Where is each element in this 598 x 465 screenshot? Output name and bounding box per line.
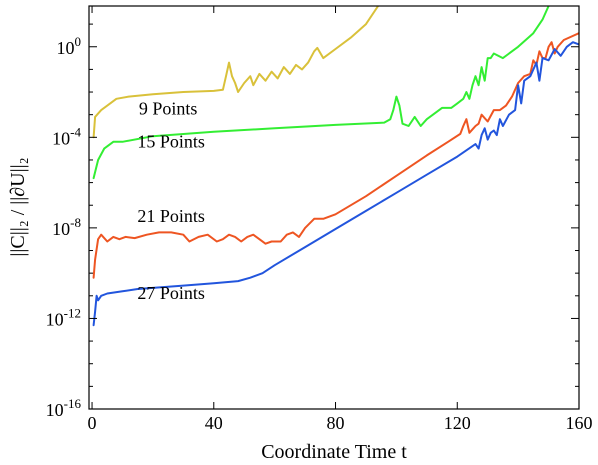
series-line-4 xyxy=(92,41,579,327)
y-tick-label: 100 xyxy=(57,34,82,58)
series-line-1 xyxy=(92,6,380,139)
y-axis-title: ||C||₂ / ||∂U||₂ xyxy=(7,157,29,256)
series-label: 21 Points xyxy=(137,206,205,226)
x-tick-label: 120 xyxy=(444,413,471,433)
x-tick-label: 80 xyxy=(327,413,345,433)
series-line-2 xyxy=(92,6,550,180)
x-axis-title: Coordinate Time t xyxy=(261,441,407,463)
y-tick-label: 10-8 xyxy=(52,215,81,239)
x-tick-label: 0 xyxy=(88,413,97,433)
y-tick-label: 10-12 xyxy=(46,305,81,329)
x-axis: 0 40 80 120 160 xyxy=(88,6,593,433)
series-label: 27 Points xyxy=(137,283,205,303)
plot-frame xyxy=(88,5,580,410)
y-axis: 10-16 10-12 10-8 10-4 100 xyxy=(46,23,579,420)
x-tick-label: 160 xyxy=(566,413,593,433)
series-layer xyxy=(92,6,579,327)
y-tick-label: 10-16 xyxy=(46,396,82,420)
series-labels: 9 Points 15 Points 21 Points 27 Points xyxy=(137,99,205,304)
x-tick-label: 40 xyxy=(205,413,223,433)
series-line-3 xyxy=(92,32,579,279)
series-label: 15 Points xyxy=(137,132,205,152)
y-tick-label: 10-4 xyxy=(52,124,81,148)
series-label: 9 Points xyxy=(139,99,198,119)
